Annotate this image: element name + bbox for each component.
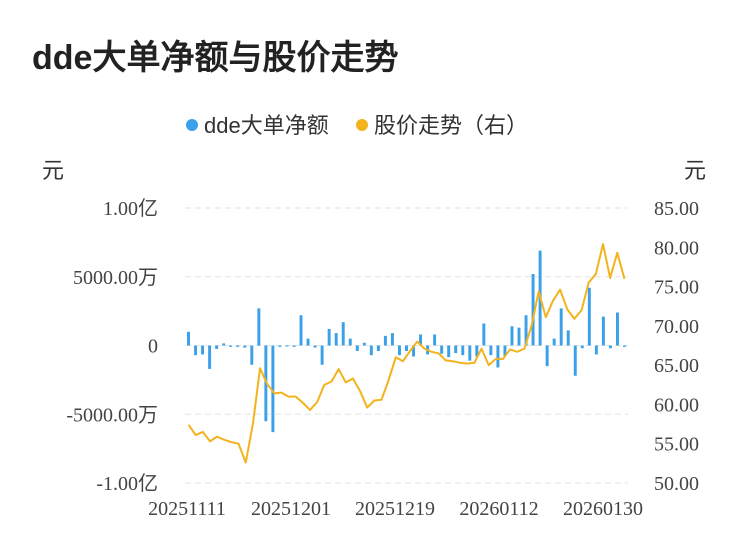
dde-bar	[412, 345, 416, 357]
dde-bar	[552, 338, 556, 346]
dde-bar	[222, 343, 226, 346]
legend-dde-marker	[186, 119, 198, 131]
dde-bar	[271, 345, 275, 433]
dde-bar	[482, 323, 486, 346]
dde-bar	[369, 345, 373, 356]
dde-bar	[623, 345, 626, 347]
dde-bar	[447, 345, 451, 358]
dde-bar	[362, 342, 366, 346]
dde-bar	[194, 345, 198, 356]
dde-bar	[236, 345, 240, 347]
dde-bar	[503, 345, 507, 356]
dde-bar	[341, 322, 345, 346]
legend-dde-label: dde大单净额	[204, 113, 329, 138]
dde-bar	[454, 345, 458, 354]
dde-bar	[215, 345, 219, 349]
x-axis: 20251111 20251201 20251219 20260112 20260130	[148, 498, 643, 520]
dde-bar	[334, 333, 338, 346]
dde-bar	[559, 308, 563, 346]
left-tick-label: 0	[148, 336, 158, 358]
dde-bar	[496, 345, 500, 368]
dde-bar	[566, 330, 570, 346]
price-line-layer	[187, 243, 626, 464]
x-tick-label: 20251219	[355, 498, 435, 520]
dde-bar	[278, 345, 282, 347]
right-unit-label: 元	[684, 158, 706, 183]
dde-bar	[313, 345, 317, 348]
dde-bar	[440, 345, 444, 354]
right-axis: 85.00 80.00 75.00 70.00 65.00 60.00 55.00 50.00	[654, 198, 699, 495]
legend-price-label: 股价走势（右）	[374, 113, 528, 138]
dde-bar	[390, 333, 394, 346]
dde-bar	[510, 326, 514, 346]
dde-bar	[573, 345, 577, 376]
right-tick-label: 50.00	[654, 473, 699, 495]
dde-bar	[475, 345, 479, 357]
dde-bar	[257, 308, 261, 346]
right-tick-label: 65.00	[654, 355, 699, 377]
x-tick-label: 20260130	[563, 498, 643, 520]
dde-bar	[580, 345, 584, 349]
dde-bar	[405, 345, 408, 351]
dde-bar	[201, 345, 205, 355]
dde-bar	[250, 345, 254, 365]
dde-bar	[545, 345, 549, 367]
dde-bar	[306, 338, 310, 346]
right-tick-label: 75.00	[654, 277, 699, 299]
left-unit-label: 元	[42, 158, 64, 183]
right-tick-label: 85.00	[654, 198, 699, 220]
dde-bar	[292, 345, 296, 347]
dde-bar	[531, 274, 535, 346]
dde-bar	[320, 345, 324, 365]
legend: dde大单净额 股价走势（右）	[186, 113, 528, 138]
dde-bar	[229, 345, 233, 347]
dde-bars	[187, 250, 626, 433]
dde-bar	[468, 345, 472, 361]
price-line	[187, 243, 626, 464]
dde-bar	[524, 315, 528, 346]
dde-bar	[285, 345, 289, 347]
right-tick-label: 60.00	[654, 394, 699, 416]
dde-bar	[299, 315, 303, 346]
legend-price-marker	[356, 119, 368, 131]
dde-bar	[355, 345, 359, 351]
dde-bar	[489, 345, 493, 356]
dde-bar	[243, 345, 247, 348]
x-tick-label: 20251111	[148, 498, 226, 520]
left-tick-label: 5000.00万	[73, 267, 158, 289]
dde-bar	[608, 345, 612, 349]
dde-bar	[348, 338, 352, 346]
x-tick-label: 20260112	[459, 498, 538, 520]
dde-bar	[187, 331, 190, 346]
dde-bar	[383, 335, 387, 346]
left-tick-label: -1.00亿	[96, 472, 158, 495]
right-tick-label: 55.00	[654, 434, 699, 456]
left-tick-label: -5000.00万	[66, 404, 158, 426]
dde-bar	[397, 345, 401, 356]
dde-bar	[517, 327, 521, 346]
dde-bar	[419, 334, 423, 346]
dde-bar	[433, 334, 437, 346]
dde-bar	[376, 345, 380, 351]
x-tick-label: 20251201	[251, 498, 331, 520]
right-tick-label: 70.00	[654, 316, 699, 338]
dde-bar	[461, 345, 465, 356]
right-tick-label: 80.00	[654, 237, 699, 259]
dde-bar	[615, 312, 619, 346]
dde-bar	[587, 287, 591, 346]
chart-title: dde大单净额与股价走势	[32, 39, 399, 77]
left-axis: 1.00亿 5000.00万 0 -5000.00万 -1.00亿	[66, 197, 158, 495]
dde-bar	[594, 345, 598, 355]
dde-bar	[601, 316, 605, 346]
dde-bar	[327, 329, 331, 346]
dde-bar	[208, 345, 212, 369]
left-tick-label: 1.00亿	[103, 197, 158, 220]
